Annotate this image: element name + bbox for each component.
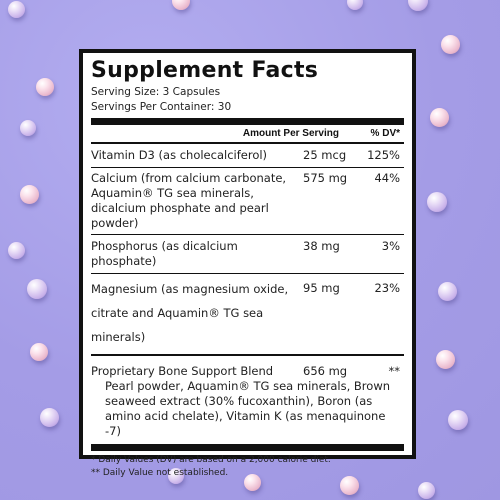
- footnote-daily-values: * Daily Values (DV) are based on a 2,000…: [91, 455, 331, 465]
- pearl-decoration: [8, 1, 25, 18]
- nutrient-name: Calcium (from calcium carbonate, Aquamin…: [91, 171, 287, 230]
- nutrient-name: Vitamin D3 (as cholecalciferol): [91, 148, 268, 162]
- pearl-decoration: [340, 476, 359, 495]
- serving-size: Serving Size: 3 Capsules: [91, 86, 221, 98]
- nutrient-name: Phosphorus (as dicalcium phosphate): [91, 239, 238, 268]
- dv-header: % DV*: [370, 128, 400, 139]
- row-divider: [91, 273, 404, 274]
- footnote-not-established: ** Daily Value not established.: [91, 468, 229, 478]
- row-divider: [91, 167, 404, 168]
- nutrient-row: Calcium (from calcium carbonate, Aquamin…: [91, 168, 404, 234]
- pearl-decoration: [30, 343, 48, 361]
- servings-per-container: Servings Per Container: 30: [91, 101, 232, 113]
- pearl-decoration: [436, 350, 455, 369]
- blend-ingredients: Pearl powder, Aquamin® TG sea minerals, …: [105, 379, 391, 438]
- pearl-decoration: [427, 192, 447, 212]
- nutrient-dv: 3%: [381, 239, 400, 253]
- blend-amount: 656 mg: [303, 364, 348, 378]
- section-divider: [91, 444, 404, 451]
- nutrient-dv: 125%: [367, 148, 400, 162]
- pearl-decoration: [418, 482, 435, 499]
- pearl-decoration: [347, 0, 363, 10]
- nutrient-amount: 38 mg: [303, 239, 340, 253]
- supplement-facts-label: Supplement Facts Serving Size: 3 Capsule…: [79, 49, 416, 478]
- amount-header: Amount Per Serving: [242, 128, 339, 139]
- pearl-decoration: [244, 474, 261, 491]
- section-divider: [91, 142, 404, 144]
- nutrient-amount: 95 mg: [303, 281, 340, 295]
- pearl-decoration: [8, 242, 25, 259]
- pearl-decoration: [20, 120, 36, 136]
- column-header: Amount Per Serving % DV*: [91, 125, 404, 142]
- blend-row: Proprietary Bone Support Blend 656 mg **: [91, 356, 404, 379]
- blend-dv: **: [388, 364, 401, 378]
- pearl-decoration: [20, 185, 39, 204]
- nutrient-row: Magnesium (as magnesium oxide, citrate a…: [91, 274, 404, 352]
- section-divider: [91, 118, 404, 125]
- nutrient-amount: 25 mcg: [303, 148, 347, 162]
- pearl-decoration: [168, 468, 184, 484]
- pearl-decoration: [40, 408, 59, 427]
- blend-name: Proprietary Bone Support Blend: [91, 364, 274, 378]
- pearl-decoration: [430, 108, 449, 127]
- nutrient-name: Magnesium (as magnesium oxide, citrate a…: [91, 282, 289, 344]
- nutrient-amount: 575 mg: [303, 171, 348, 185]
- footnotes: * Daily Values (DV) are based on a 2,000…: [91, 451, 404, 480]
- label-title: Supplement Facts: [91, 58, 319, 83]
- nutrient-dv: 44%: [374, 171, 400, 185]
- nutrient-dv: 23%: [374, 281, 400, 295]
- section-divider: [91, 354, 404, 356]
- nutrient-row: Phosphorus (as dicalcium phosphate) 38 m…: [91, 235, 404, 273]
- row-divider: [91, 234, 404, 235]
- pearl-decoration: [438, 282, 457, 301]
- pearl-decoration: [27, 279, 47, 299]
- pearl-decoration: [448, 410, 468, 430]
- pearl-decoration: [441, 35, 460, 54]
- pearl-decoration: [172, 0, 190, 10]
- pearl-decoration: [408, 0, 428, 11]
- nutrient-row: Vitamin D3 (as cholecalciferol) 25 mcg 1…: [91, 144, 404, 167]
- pearl-decoration: [36, 78, 54, 96]
